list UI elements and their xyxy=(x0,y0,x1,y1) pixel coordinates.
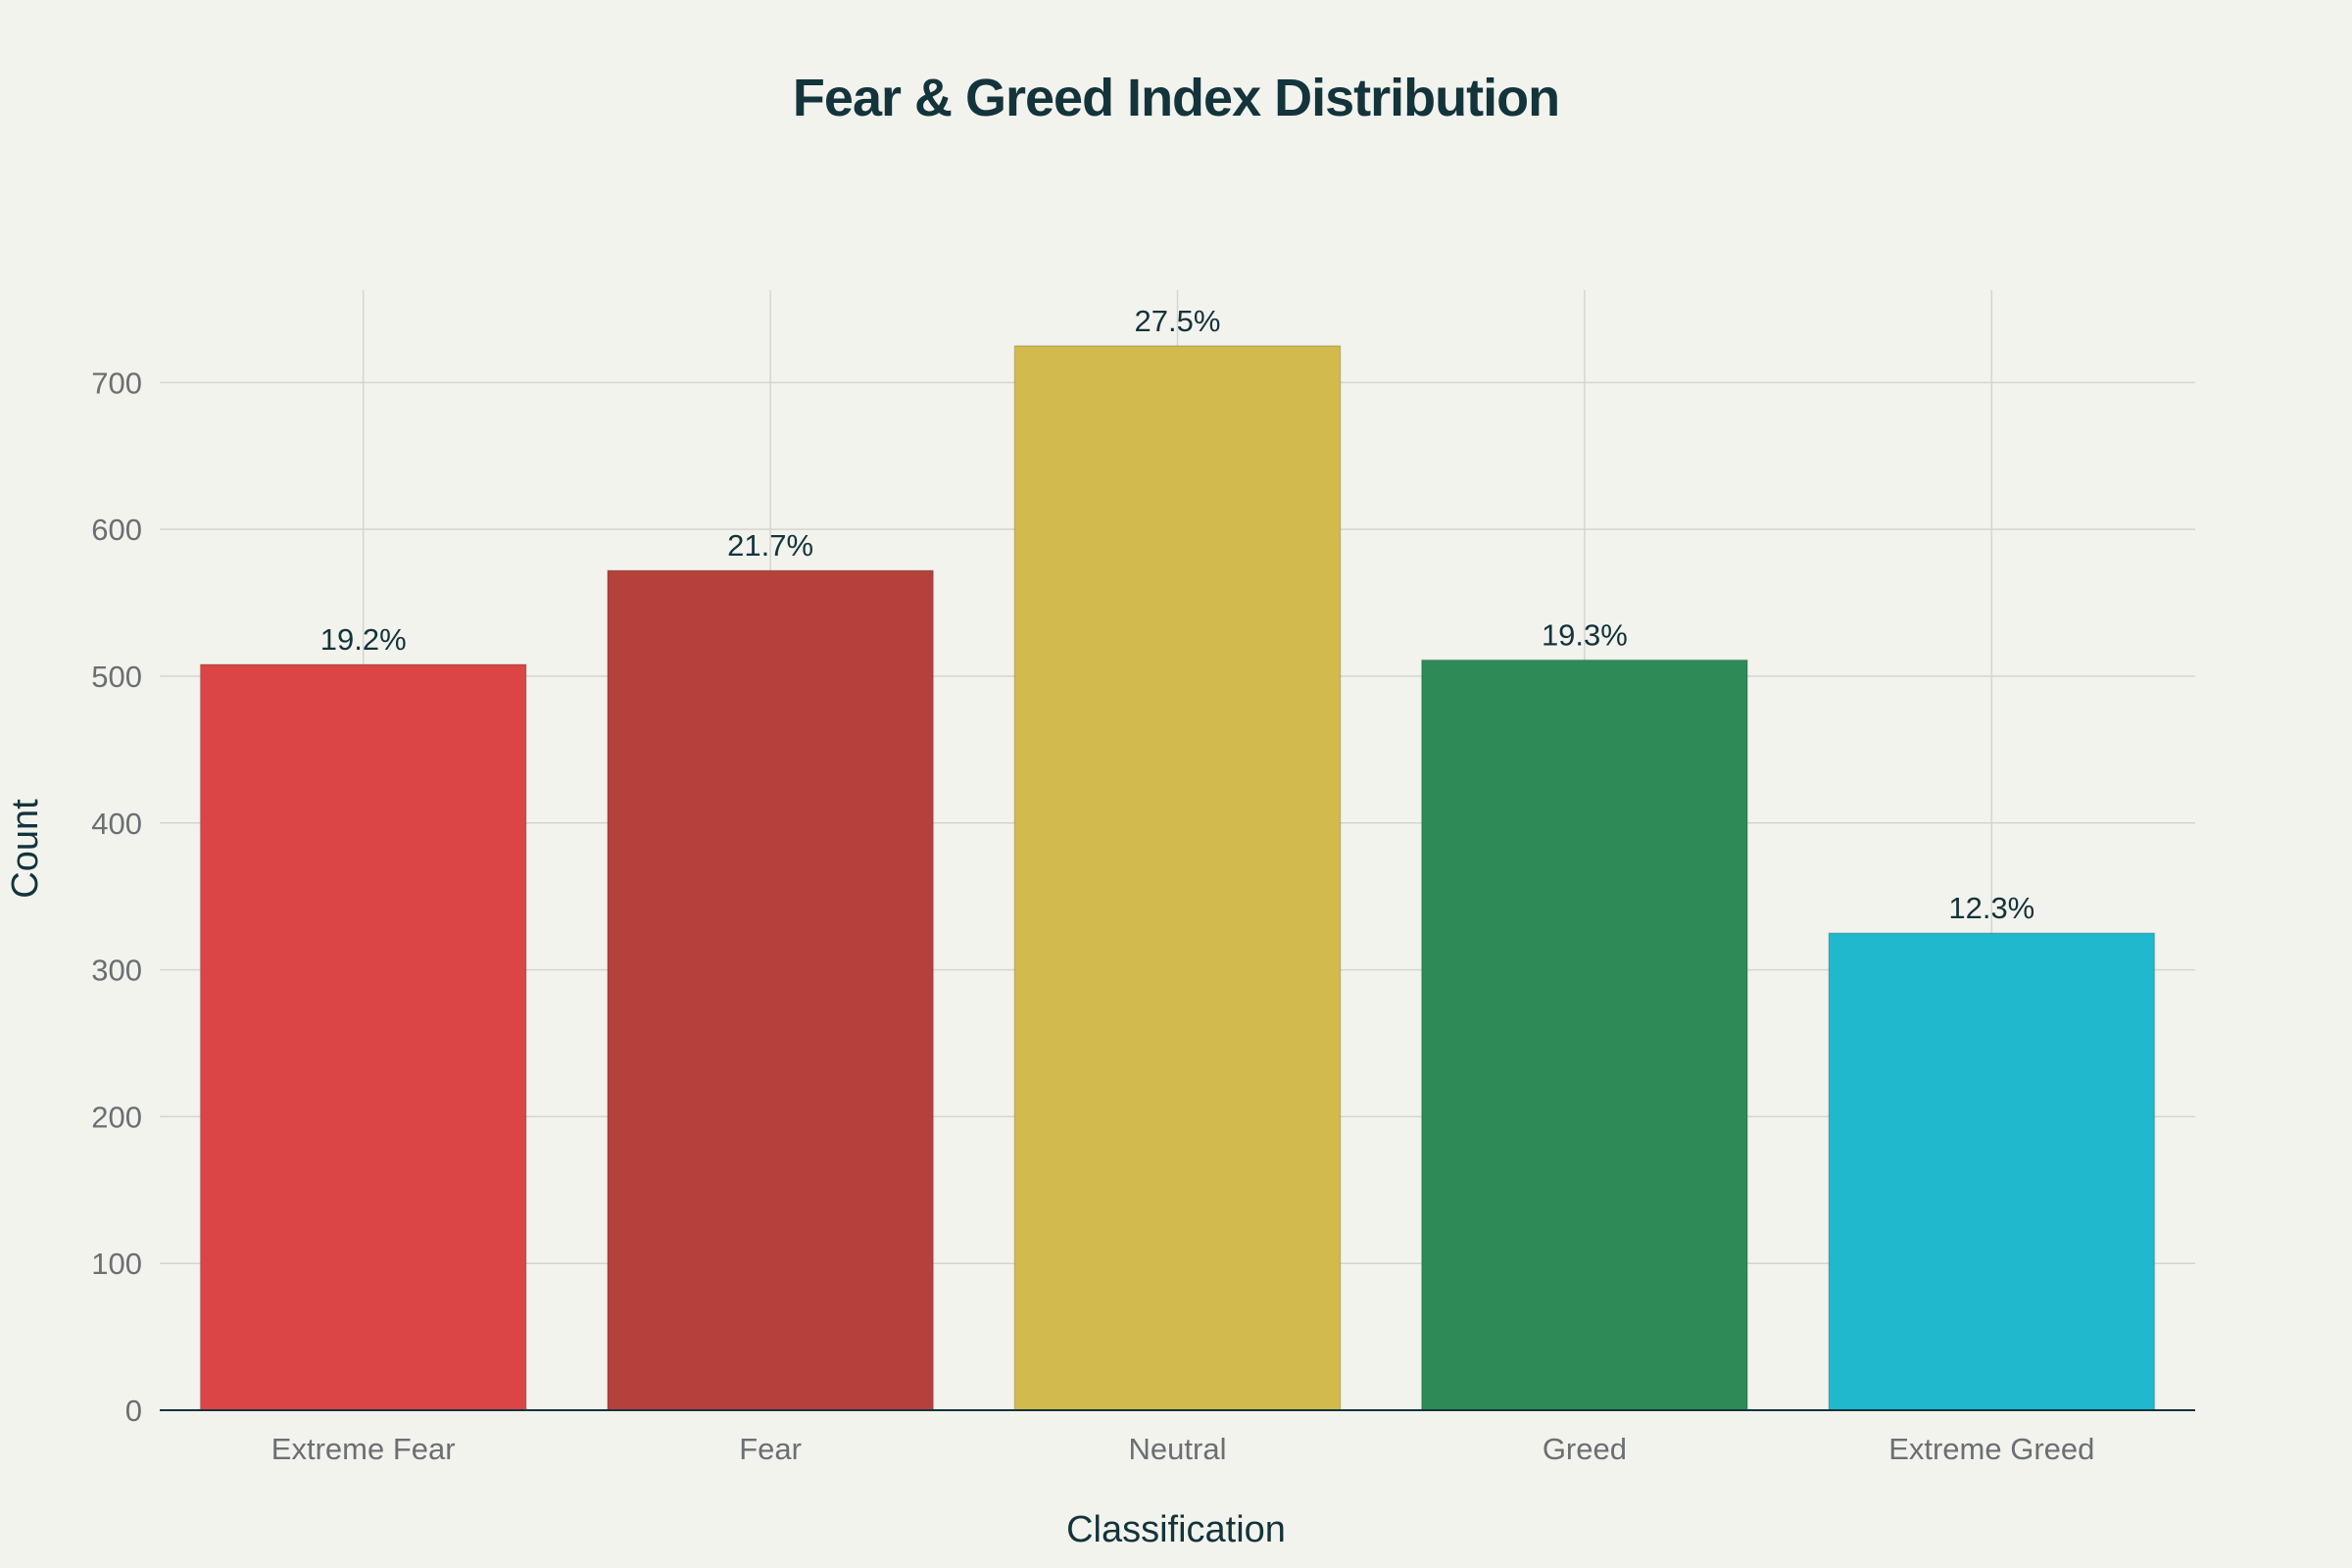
x-tick-label: Neutral xyxy=(1129,1432,1227,1466)
bars xyxy=(199,345,2156,1411)
bar-extreme-fear xyxy=(199,663,527,1411)
bar-value-label: 21.7% xyxy=(727,528,813,563)
y-tick-label: 500 xyxy=(91,660,142,694)
bar-value-label: 19.2% xyxy=(320,622,407,657)
bar-value-label: 19.3% xyxy=(1542,618,1628,653)
y-axis-ticks: 0 100 200 300 400 500 600 700 xyxy=(91,366,142,1428)
x-tick-label: Extreme Greed xyxy=(1888,1432,2094,1466)
x-axis-title: Classification xyxy=(1066,1509,1286,1550)
y-tick-label: 200 xyxy=(91,1100,142,1134)
bar-fear xyxy=(607,569,935,1411)
y-tick-label: 0 xyxy=(125,1394,142,1428)
bar-value-label: 27.5% xyxy=(1135,304,1221,338)
bar-greed xyxy=(1420,659,1748,1411)
y-tick-label: 400 xyxy=(91,807,142,841)
y-tick-label: 100 xyxy=(91,1247,142,1281)
y-axis-title: Count xyxy=(5,799,46,899)
data-labels: 19.2% 21.7% 27.5% 19.3% 12.3% xyxy=(320,304,2035,925)
chart-title: Fear & Greed Index Distribution xyxy=(793,69,1559,127)
x-tick-label: Greed xyxy=(1543,1432,1627,1466)
x-tick-label: Extreme Fear xyxy=(271,1432,456,1466)
x-axis-ticks: Extreme Fear Fear Neutral Greed Extreme Gree… xyxy=(271,1432,2095,1466)
y-tick-label: 700 xyxy=(91,366,142,400)
y-tick-label: 300 xyxy=(91,954,142,988)
y-tick-label: 600 xyxy=(91,513,142,547)
bar-value-label: 12.3% xyxy=(1948,891,2034,925)
bar-extreme-greed xyxy=(1828,932,2156,1411)
bar-neutral xyxy=(1013,345,1342,1411)
x-tick-label: Fear xyxy=(739,1432,802,1466)
